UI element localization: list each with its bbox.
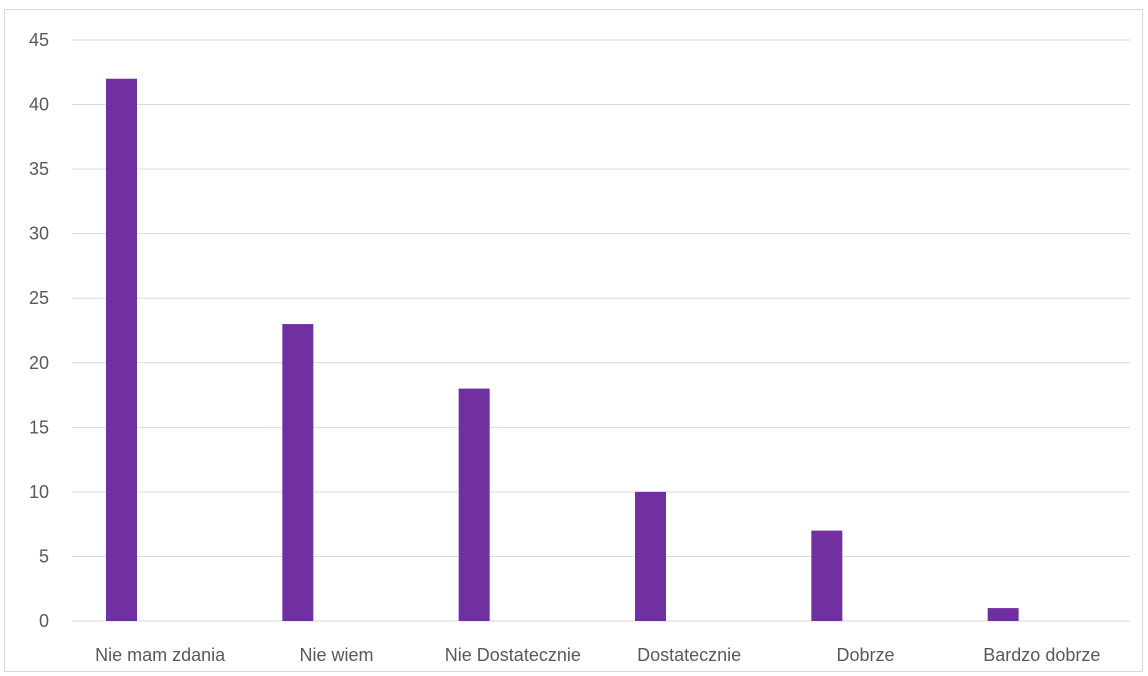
bar-2 <box>458 388 490 621</box>
x-axis-category-labels: Nie mam zdania Nie wiem Nie Dostatecznie Do… <box>95 645 1100 665</box>
x-category-label: Nie mam zdania <box>95 645 226 665</box>
y-tick-label: 30 <box>29 224 49 244</box>
y-tick-label: 15 <box>29 417 49 437</box>
bar-5 <box>987 608 1019 621</box>
y-tick-label: 40 <box>29 95 49 115</box>
y-axis-tick-labels: 0 5 10 15 20 25 30 35 40 45 <box>29 30 49 631</box>
gridlines <box>72 39 1130 622</box>
chart-frame <box>4 9 1143 672</box>
x-category-label: Dostatecznie <box>637 645 741 665</box>
y-tick-label: 45 <box>29 30 49 50</box>
y-tick-label: 20 <box>29 353 49 373</box>
bar-0 <box>106 78 137 621</box>
y-tick-label: 25 <box>29 288 49 308</box>
x-category-label: Nie wiem <box>299 645 373 665</box>
y-tick-label: 5 <box>39 546 49 566</box>
bar-3 <box>635 491 666 621</box>
x-category-label: Dobrze <box>836 645 894 665</box>
bar-1 <box>282 324 314 621</box>
bar-4 <box>811 530 843 621</box>
y-tick-label: 0 <box>39 611 49 631</box>
x-category-label: Bardzo dobrze <box>983 645 1100 665</box>
y-tick-label: 35 <box>29 159 49 179</box>
y-tick-label: 10 <box>29 482 49 502</box>
x-category-label: Nie Dostatecznie <box>445 645 581 665</box>
bars <box>106 78 1019 621</box>
